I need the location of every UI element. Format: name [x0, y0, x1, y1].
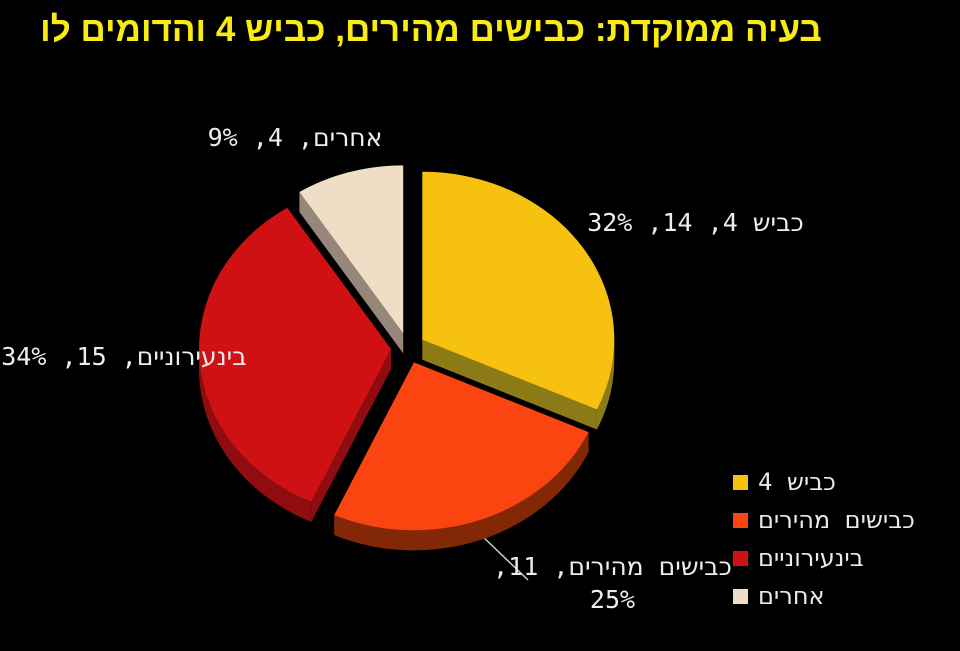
pie-slice-0-rim — [596, 339, 615, 430]
pie-slice-3-cut-face — [299, 191, 404, 354]
legend-label-fast-roads: כבישים מהירים — [758, 506, 915, 534]
chart-title: בעיה ממוקדת: כבישים מהירים, כביש 4 והדומ… — [40, 10, 822, 49]
legend-item-interurban: בינעירוניים — [733, 544, 915, 572]
data-label-kvish4: כביש 4, 14, 32% — [587, 208, 804, 237]
legend-swatch-fast-roads-icon — [733, 512, 748, 528]
legend-item-kvish4: כביש 4 — [733, 468, 915, 496]
legend-item-others: אחרים — [733, 582, 915, 610]
pie-slice-0 — [422, 171, 615, 410]
data-label-others: אחרים, 4, 9% — [207, 123, 383, 152]
legend-item-fast-roads: כבישים מהירים — [733, 506, 915, 534]
pie-slice-2-cut-face — [311, 349, 392, 522]
data-label-fast-roads: כבישים מהירים, 11, 25% — [493, 552, 732, 614]
pie-slice-2-rim — [199, 349, 312, 522]
legend: כביש 4 כבישים מהירים בינעירוניים אחרים — [733, 468, 915, 610]
legend-swatch-interurban-icon — [733, 550, 748, 566]
pie-slice-1 — [334, 362, 589, 531]
legend-swatch-others-icon — [733, 588, 748, 604]
legend-label-others: אחרים — [758, 582, 825, 610]
leader-line — [479, 533, 529, 581]
data-label-interurban: בינעירוניים, 15, 34% — [1, 342, 247, 371]
pie-slice-3 — [299, 165, 404, 334]
pie-slice-2 — [199, 207, 392, 502]
pie-slice-0-cut-face — [422, 339, 597, 430]
legend-swatch-kvish4-icon — [733, 474, 748, 490]
legend-label-kvish4: כביש 4 — [758, 468, 836, 496]
pie-slice-1-rim — [334, 432, 589, 551]
legend-label-interurban: בינעירוניים — [758, 544, 864, 572]
